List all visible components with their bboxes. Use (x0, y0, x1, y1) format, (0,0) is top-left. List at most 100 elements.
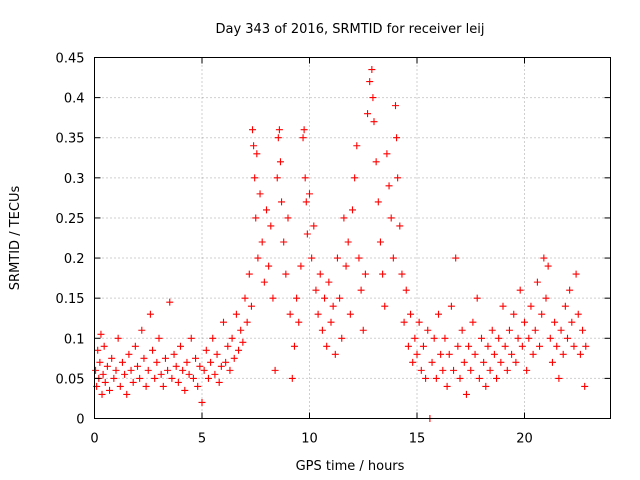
data-point (346, 310, 354, 318)
data-point (497, 358, 505, 366)
data-point (306, 190, 313, 198)
data-point (249, 126, 257, 134)
data-point (301, 174, 309, 182)
data-point (263, 206, 270, 214)
data-point (336, 294, 344, 302)
data-point (295, 318, 303, 326)
data-point (96, 358, 104, 366)
data-point (392, 102, 399, 110)
data-point (413, 350, 421, 358)
data-point (521, 318, 528, 326)
data-point (114, 334, 122, 342)
data-point (381, 302, 389, 310)
data-point (400, 318, 408, 326)
data-point (274, 134, 282, 142)
data-point (574, 310, 582, 318)
data-point (260, 278, 268, 286)
plot-frame (94, 57, 611, 419)
data-point (364, 110, 372, 118)
data-point (467, 366, 475, 374)
data-point (538, 310, 546, 318)
data-point (338, 334, 346, 342)
data-point (473, 294, 481, 302)
data-point (211, 370, 219, 378)
data-point (394, 174, 402, 182)
data-point (101, 378, 109, 386)
data-point (393, 134, 401, 142)
data-point (572, 270, 580, 278)
data-point (170, 350, 178, 358)
data-point (241, 294, 249, 302)
y-tick-label: 0.3 (64, 172, 85, 187)
data-point (514, 334, 522, 342)
data-point (237, 326, 245, 334)
data-point (215, 378, 223, 386)
data-point (510, 310, 518, 318)
data-point (437, 350, 445, 358)
data-point (303, 230, 311, 238)
data-point (97, 330, 105, 338)
data-point (220, 318, 227, 326)
data-point (486, 366, 494, 374)
data-point (293, 294, 301, 302)
data-point (527, 302, 535, 310)
data-point (269, 294, 277, 302)
data-point (316, 270, 324, 278)
data-point (480, 358, 488, 366)
data-point (247, 302, 255, 310)
data-point (402, 286, 410, 294)
data-point (458, 326, 466, 334)
x-tick-label: 0 (90, 432, 98, 447)
data-point (544, 262, 552, 270)
data-point (314, 310, 322, 318)
data-point (387, 214, 395, 222)
data-point (340, 214, 348, 222)
data-point (471, 350, 479, 358)
data-point (325, 278, 333, 286)
data-point (503, 366, 511, 374)
data-point (533, 278, 541, 286)
data-point (125, 350, 133, 358)
data-point (100, 342, 108, 350)
data-point (422, 374, 430, 382)
data-point (454, 342, 462, 350)
y-tick-label: 0.35 (56, 132, 85, 147)
data-point (525, 334, 533, 342)
data-point (546, 334, 554, 342)
data-point (475, 374, 483, 382)
y-tick-label: 0 (76, 413, 84, 428)
data-point (103, 362, 111, 370)
data-point (251, 174, 259, 182)
data-point (570, 342, 578, 350)
data-point (536, 342, 544, 350)
data-point (355, 254, 363, 262)
data-point (280, 238, 288, 246)
y-tick-label: 0.15 (56, 292, 85, 307)
data-point (389, 254, 397, 262)
data-point (179, 366, 187, 374)
data-point (267, 222, 275, 230)
data-point (265, 262, 273, 270)
data-point (361, 270, 369, 278)
data-point (142, 382, 150, 390)
data-point (235, 346, 243, 354)
data-point (456, 374, 464, 382)
data-point (196, 362, 204, 370)
data-point (256, 190, 264, 198)
data-point (349, 206, 356, 214)
data-point (452, 254, 460, 262)
data-point (561, 302, 569, 310)
data-point (333, 254, 341, 262)
data-point (302, 198, 310, 206)
data-point (155, 334, 163, 342)
y-tick-label: 0.45 (56, 52, 85, 67)
data-point (529, 350, 537, 358)
data-point (327, 318, 335, 326)
data-point (553, 342, 561, 350)
data-point (441, 334, 449, 342)
data-point (258, 238, 266, 246)
data-point (118, 358, 126, 366)
x-tick-label: 10 (301, 432, 318, 447)
data-point (112, 366, 120, 374)
data-point (344, 238, 352, 246)
